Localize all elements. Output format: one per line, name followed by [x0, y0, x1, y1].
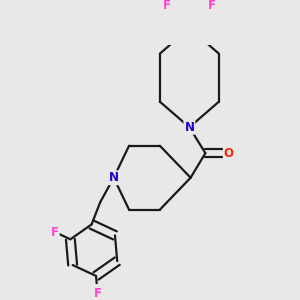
Text: F: F [51, 226, 59, 238]
Text: N: N [184, 121, 194, 134]
Text: F: F [208, 0, 215, 12]
Text: O: O [224, 147, 234, 160]
Text: F: F [94, 286, 102, 300]
Text: F: F [163, 0, 171, 12]
Text: N: N [109, 171, 119, 184]
